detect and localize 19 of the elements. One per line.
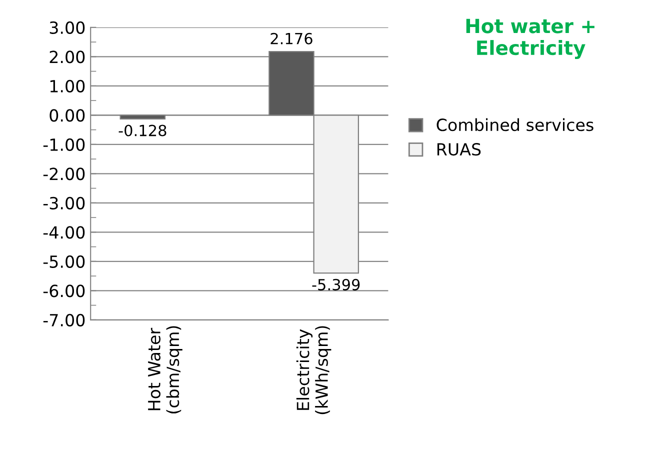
x-tick-label: Hot Water (cbm/sqm): [148, 326, 182, 414]
text: Hot water + Electricity: [466, 18, 594, 60]
y-tick-label: 1.00: [50, 80, 85, 92]
legend-label: RUAS: [437, 143, 481, 156]
y-tick-label: -2.00: [43, 168, 85, 180]
y-tick-label: 0.00: [50, 109, 85, 122]
y-tick-label: -5.00: [43, 255, 85, 268]
legend-label: Combined services: [436, 118, 594, 132]
y-tick-label: -6.00: [43, 284, 85, 298]
data-label: -5.399: [312, 278, 360, 290]
y-tick-label: 2.00: [50, 50, 85, 64]
x-tick-label: Electricity (kWh/sqm): [296, 326, 332, 414]
y-tick-label: -1.00: [43, 138, 85, 151]
y-tick-label: -4.00: [43, 226, 85, 239]
y-tick-label: -7.00: [43, 314, 85, 326]
data-label: 2.176: [270, 32, 312, 44]
y-tick-label: 3.00: [50, 21, 85, 34]
data-label: -0.128: [118, 124, 166, 136]
y-tick-label: -3.00: [43, 196, 85, 210]
